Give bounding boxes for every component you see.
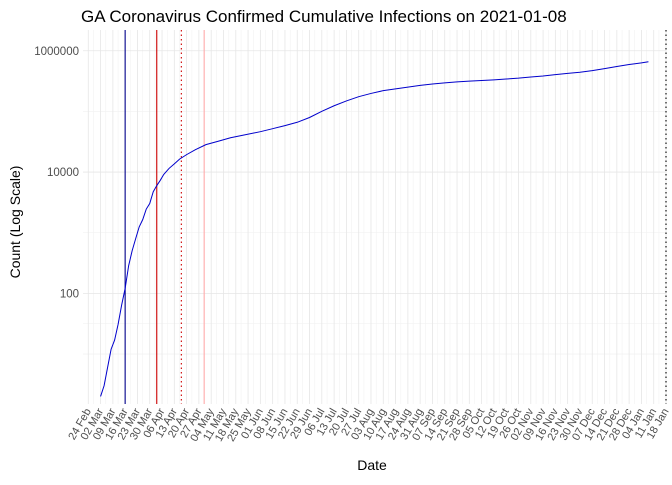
series-line — [100, 61, 649, 397]
y-tick-label: 100 — [60, 288, 79, 300]
grid-minor — [83, 30, 666, 404]
chart-title: GA Coronavirus Confirmed Cumulative Infe… — [81, 7, 567, 26]
y-tick-label: 10000 — [47, 167, 79, 179]
series-layer — [100, 61, 649, 397]
reference-lines — [124, 30, 667, 404]
y-axis-label: Count (Log Scale) — [7, 166, 23, 279]
y-axis: 100 10000 1000000 — [34, 46, 79, 301]
x-axis-label: Date — [357, 457, 387, 473]
y-tick-label: 1000000 — [34, 46, 79, 58]
grid-major — [83, 30, 667, 404]
